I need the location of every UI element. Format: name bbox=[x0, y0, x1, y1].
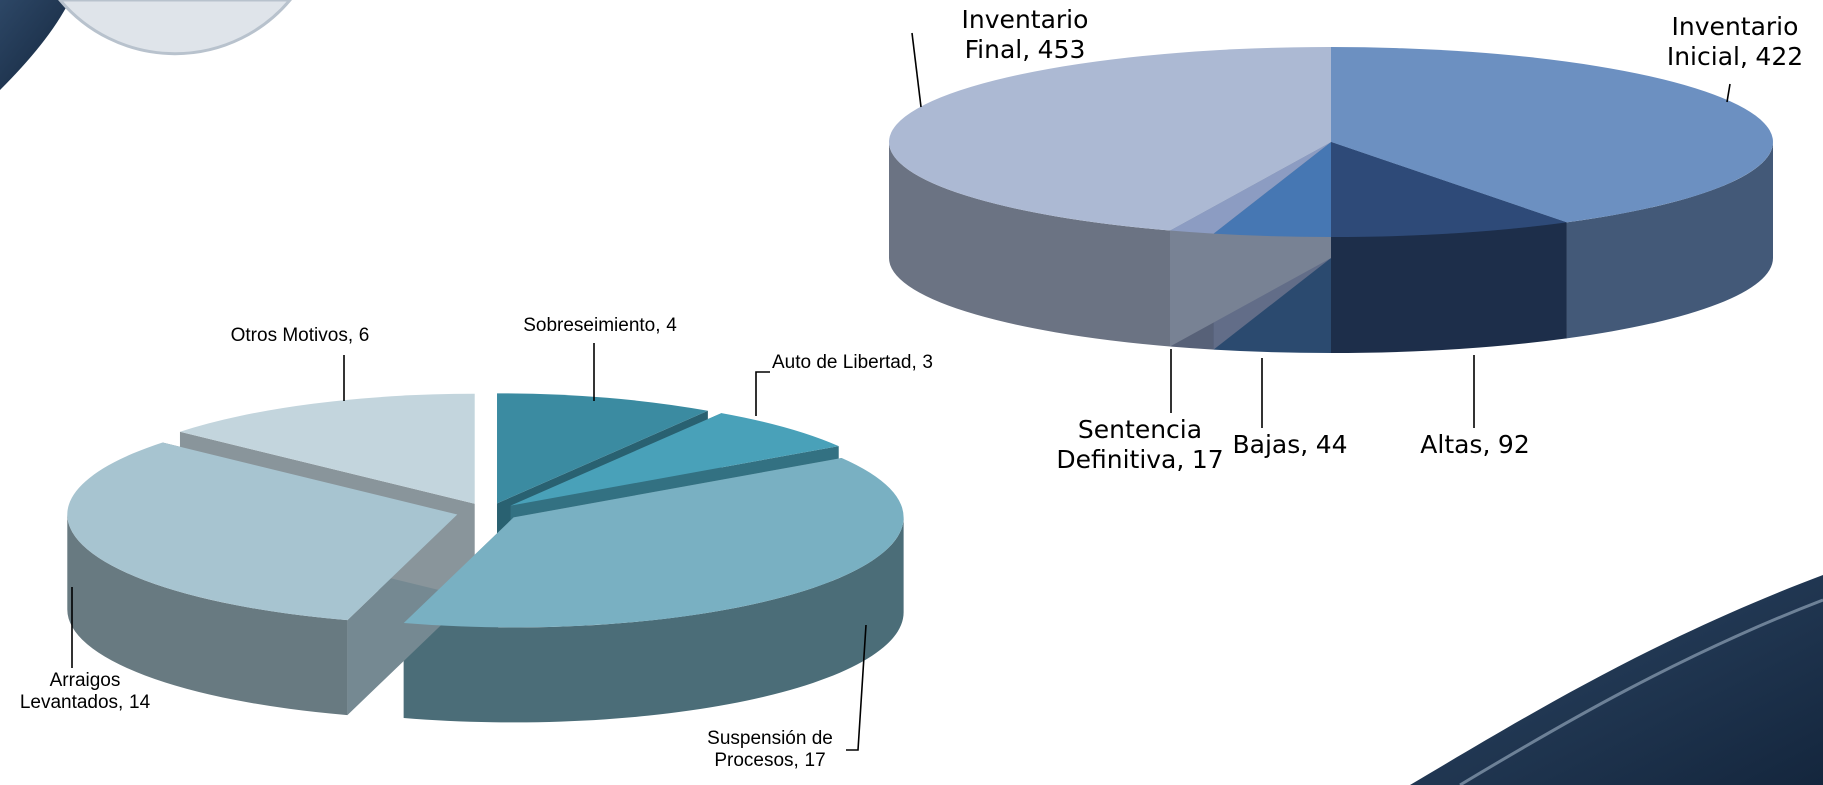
label-category: Inventario Final, bbox=[961, 5, 1089, 64]
pie-slice bbox=[403, 457, 904, 628]
pie-slice bbox=[1213, 142, 1331, 237]
label-category: Auto de Libertad, bbox=[772, 352, 917, 373]
slice-tops bbox=[888, 47, 1774, 237]
label-value: 453 bbox=[1037, 34, 1086, 64]
slice-side bbox=[889, 142, 1170, 347]
label-category: Inventario Inicial, bbox=[1666, 12, 1799, 71]
slice-side bbox=[403, 517, 904, 723]
label-value: 14 bbox=[129, 692, 151, 714]
pie-slice bbox=[497, 393, 708, 504]
logo bbox=[58, 0, 292, 56]
label-value: 422 bbox=[1755, 41, 1804, 71]
label-category: Bajas, bbox=[1232, 430, 1309, 459]
label-category: Arraigos Levantados, bbox=[19, 670, 124, 714]
label-value: 4 bbox=[666, 315, 677, 336]
data-label: Inventario Inicial, 422 bbox=[1655, 12, 1815, 71]
corner-swoosh bbox=[1410, 575, 1823, 785]
pie-slice bbox=[67, 442, 458, 621]
label-value: 6 bbox=[358, 325, 370, 346]
pie-slice bbox=[510, 413, 839, 506]
label-category: Sobreseimiento, bbox=[523, 315, 661, 336]
slice-side bbox=[1331, 222, 1567, 353]
pie-slice bbox=[1169, 142, 1331, 234]
data-label: Sobreseimiento, 4 bbox=[480, 315, 720, 337]
data-label: Sentencia Definitiva, 17 bbox=[1045, 415, 1235, 474]
slice-side bbox=[67, 514, 348, 716]
data-label: Arraigos Levantados, 14 bbox=[0, 670, 170, 715]
slice-side bbox=[1566, 142, 1773, 339]
pie-slice bbox=[179, 393, 475, 504]
label-value: 3 bbox=[922, 352, 933, 373]
pie-slice bbox=[1331, 47, 1774, 223]
data-label: Bajas, 44 bbox=[1220, 430, 1360, 460]
data-label: Otros Motivos, 6 bbox=[195, 325, 405, 347]
slice-tops bbox=[67, 393, 904, 628]
pie-slice bbox=[1331, 142, 1567, 237]
leader-line bbox=[846, 624, 867, 751]
swoosh-edge bbox=[1459, 598, 1823, 785]
data-label: Auto de Libertad, 3 bbox=[772, 352, 1032, 374]
label-category: Sentencia Definitiva, bbox=[1056, 415, 1203, 474]
label-value: 17 bbox=[1191, 444, 1224, 474]
label-category: Suspensión de Procesos, bbox=[707, 728, 833, 772]
label-category: Altas, bbox=[1420, 430, 1491, 459]
leader-line bbox=[755, 371, 770, 416]
label-value: 92 bbox=[1497, 430, 1530, 459]
data-label: Altas, 92 bbox=[1385, 430, 1565, 460]
label-value: 44 bbox=[1315, 430, 1348, 459]
corner-swoosh bbox=[0, 0, 70, 90]
leader-line bbox=[911, 32, 922, 108]
data-label: Suspensión de Procesos, 17 bbox=[680, 728, 860, 773]
label-value: 17 bbox=[804, 750, 826, 772]
leader-line bbox=[1726, 83, 1731, 103]
data-label: Inventario Final, 453 bbox=[905, 5, 1145, 64]
label-category: Otros Motivos, bbox=[230, 325, 354, 346]
pie-slice bbox=[888, 47, 1331, 231]
